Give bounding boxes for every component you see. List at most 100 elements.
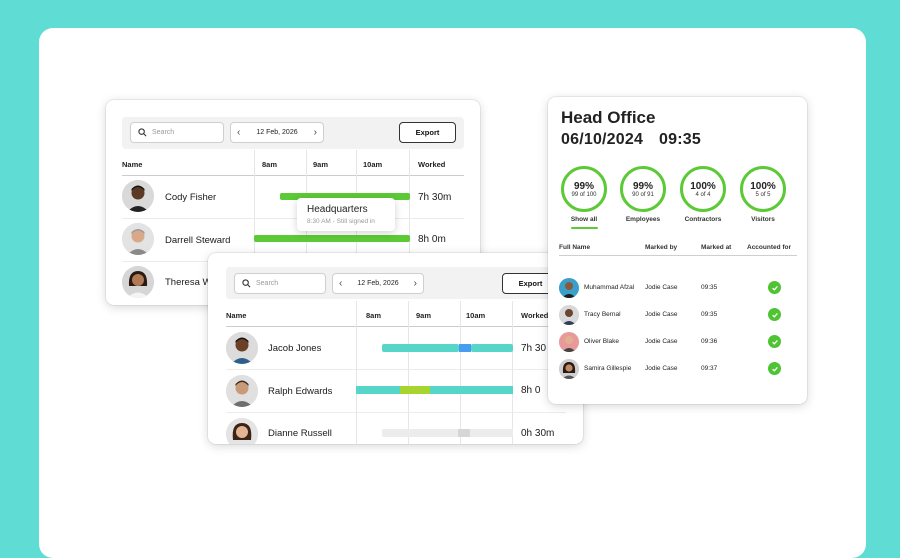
divider (122, 175, 464, 176)
marked-at: 09:36 (701, 338, 718, 345)
search-placeholder: Search (152, 129, 175, 136)
shift-bar-break (400, 386, 430, 394)
grid-line (356, 301, 357, 444)
worked-value: 8h 0 (521, 385, 541, 396)
date-picker[interactable]: ‹ 12 Feb, 2026 › (332, 273, 424, 294)
employee-name: Theresa W (165, 277, 212, 288)
office-date: 06/10/2024 (561, 131, 644, 148)
shift-bar-break (459, 344, 471, 352)
tab-contractors[interactable]: Contractors (684, 216, 722, 223)
office-title: Head Office (561, 108, 656, 127)
col-worked: Worked (521, 311, 549, 320)
avatar (559, 359, 579, 379)
col-full-name: Full Name (559, 244, 591, 251)
person-name: Muhammad Afzal (584, 284, 635, 291)
stat-count: 4 of 4 (695, 191, 711, 198)
check-icon (768, 362, 781, 375)
col-8am: 8am (262, 160, 278, 169)
marked-at: 09:35 (701, 311, 718, 318)
date-picker[interactable]: ‹ 12 Feb, 2026 › (230, 122, 324, 143)
export-button[interactable]: Export (399, 122, 456, 143)
search-input[interactable]: Search (234, 273, 326, 294)
chevron-right-icon[interactable]: › (313, 127, 317, 138)
col-10am: 10am (466, 311, 486, 320)
shift-bar (356, 386, 400, 394)
avatar (559, 332, 579, 352)
marked-by: Jodie Case (645, 284, 678, 291)
stat-ring-employees[interactable]: 99% 90 of 91 (620, 166, 666, 212)
chevron-left-icon[interactable]: ‹ (237, 127, 241, 138)
head-office-card: Head Office 06/10/2024 09:35 99% 99 of 1… (548, 97, 807, 404)
stat-pct: 99% (632, 180, 653, 192)
check-icon (768, 335, 781, 348)
marked-by: Jodie Case (645, 365, 678, 372)
check-icon (768, 308, 781, 321)
avatar (226, 418, 258, 444)
employee-name: Ralph Edwards (268, 386, 333, 397)
col-accounted-for: Accounted for (747, 244, 792, 251)
row-divider (226, 412, 566, 413)
employee-name: Dianne Russell (268, 428, 332, 439)
date-label: 12 Feb, 2026 (256, 129, 298, 136)
shift-bar (430, 386, 513, 394)
grid-line (460, 301, 461, 444)
tab-employees[interactable]: Employees (625, 216, 661, 223)
col-name: Name (226, 311, 247, 320)
worked-value: 8h 0m (418, 234, 446, 245)
employee-name: Jacob Jones (268, 343, 322, 354)
avatar (559, 278, 579, 298)
tooltip-detail: 8:30 AM - Still signed in (307, 218, 375, 225)
chevron-left-icon[interactable]: ‹ (339, 278, 343, 289)
avatar (226, 375, 258, 407)
shift-bar (471, 344, 513, 352)
shift-bar (254, 235, 410, 242)
col-worked: Worked (418, 160, 446, 169)
col-name: Name (122, 160, 143, 169)
stat-ring-visitors[interactable]: 100% 5 of 5 (740, 166, 786, 212)
avatar (226, 332, 258, 364)
location-tooltip: Headquarters 8:30 AM - Still signed in (297, 198, 395, 231)
stat-ring-all[interactable]: 99% 99 of 100 (561, 166, 607, 212)
col-marked-by: Marked by (645, 244, 678, 251)
marked-by: Jodie Case (645, 338, 678, 345)
stat-count: 5 of 5 (755, 191, 771, 198)
search-icon (138, 128, 147, 137)
active-tab-indicator (571, 227, 598, 229)
avatar (122, 180, 154, 212)
shift-bar-empty (382, 429, 513, 437)
avatar (559, 305, 579, 325)
grid-line (512, 301, 513, 444)
stat-count: 90 of 91 (632, 191, 654, 198)
tab-visitors[interactable]: Visitors (751, 216, 775, 223)
col-marked-at: Marked at (701, 244, 732, 251)
search-input[interactable]: Search (130, 122, 224, 143)
person-name: Tracy Bernal (584, 311, 621, 318)
stat-ring-contractors[interactable]: 100% 4 of 4 (680, 166, 726, 212)
search-placeholder: Search (256, 280, 279, 287)
employee-name: Darrell Steward (165, 235, 231, 246)
person-name: Oliver Blake (584, 338, 620, 345)
divider (226, 326, 566, 327)
shift-bar (280, 193, 410, 200)
stat-pct: 100% (690, 180, 716, 192)
marked-at: 09:35 (701, 284, 718, 291)
search-icon (242, 279, 251, 288)
row-divider (226, 369, 566, 370)
check-icon (768, 281, 781, 294)
grid-line (254, 150, 255, 305)
worked-value: 7h 30 (521, 343, 547, 354)
worked-value: 0h 30m (521, 428, 555, 439)
chevron-right-icon[interactable]: › (413, 278, 417, 289)
col-10am: 10am (363, 160, 383, 169)
divider (559, 255, 797, 256)
tooltip-title: Headquarters (307, 204, 368, 215)
office-time: 09:35 (659, 131, 701, 148)
col-8am: 8am (366, 311, 382, 320)
stat-count: 99 of 100 (571, 191, 597, 198)
col-9am: 9am (416, 311, 432, 320)
shift-bar (382, 344, 459, 352)
tab-show-all[interactable]: Show all (570, 216, 598, 223)
marked-by: Jodie Case (645, 311, 678, 318)
date-label: 12 Feb, 2026 (357, 280, 399, 287)
person-name: Samira Gillespie (584, 365, 632, 372)
